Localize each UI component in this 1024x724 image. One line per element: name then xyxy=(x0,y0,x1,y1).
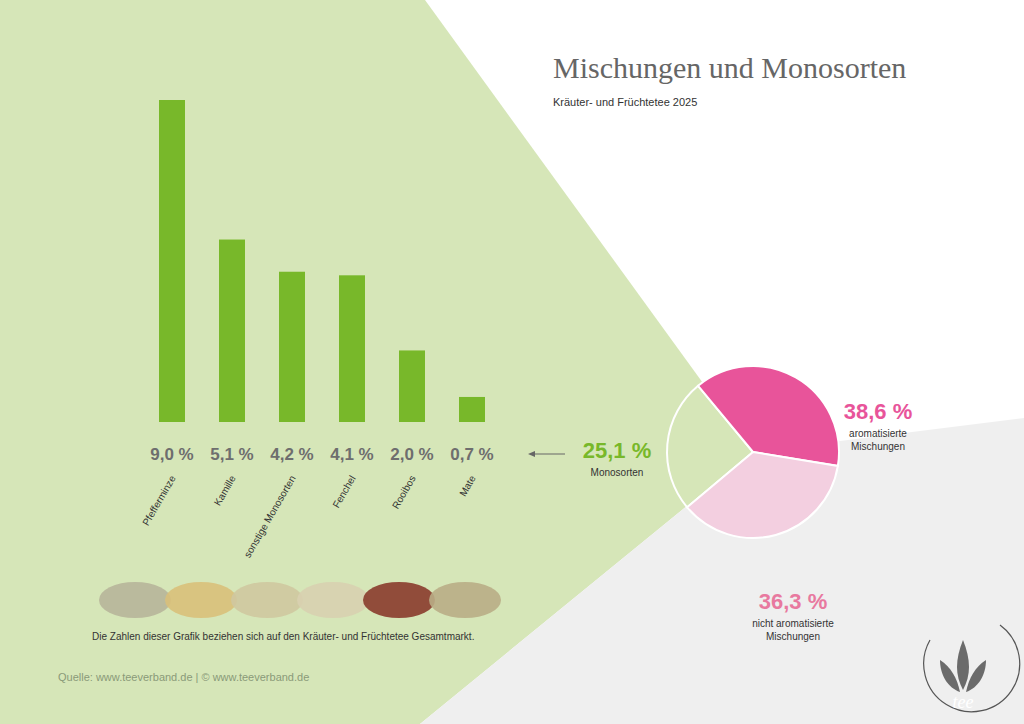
subtitle: Kräuter- und Früchtetee 2025 xyxy=(553,96,697,108)
bars xyxy=(159,100,485,422)
footnote: Die Zahlen dieser Grafik beziehen sich a… xyxy=(92,631,474,642)
herb-pile xyxy=(165,582,237,618)
bar xyxy=(219,240,245,422)
bar xyxy=(279,272,305,422)
category-label: Pfefferminze xyxy=(140,473,178,527)
logo-leaf xyxy=(957,640,969,690)
logo-leaf xyxy=(940,660,960,692)
data-label: 5,1 % xyxy=(210,445,253,464)
category-label: Kamille xyxy=(212,473,238,507)
pie-value-label: 38,6 % xyxy=(844,399,913,424)
bar xyxy=(459,397,485,422)
bar xyxy=(339,275,365,422)
herb-pile xyxy=(99,582,171,618)
pie-category-label: Monosorten xyxy=(591,467,644,478)
pie-category-label: aromatisierteMischungen xyxy=(849,428,907,452)
category-label: Rooibos xyxy=(390,474,418,511)
herb-pile xyxy=(429,582,501,618)
data-label: 4,1 % xyxy=(330,445,373,464)
data-label: 9,0 % xyxy=(150,445,193,464)
herb-pile xyxy=(297,582,369,618)
arrow-head xyxy=(528,451,535,457)
pie-slice xyxy=(687,452,838,538)
data-label: 4,2 % xyxy=(270,445,313,464)
pie-slice xyxy=(698,366,839,466)
data-label: 2,0 % xyxy=(390,445,433,464)
data-label: 0,7 % xyxy=(450,445,493,464)
source: Quelle: www.teeverband.de | © www.teever… xyxy=(58,671,309,683)
logo-arc xyxy=(924,625,1020,712)
arrow-line xyxy=(532,454,565,455)
logo-leaf xyxy=(966,660,986,692)
bar xyxy=(399,350,425,422)
pie-category-label: nicht aromatisierteMischungen xyxy=(752,618,834,642)
bar xyxy=(159,100,185,422)
pie-value-label: 25,1 % xyxy=(583,438,652,463)
category-label: Fenchel xyxy=(330,474,357,510)
herb-pile xyxy=(231,582,303,618)
pie-value-label: 36,3 % xyxy=(759,589,828,614)
category-label: Mate xyxy=(457,473,478,498)
logo: tee xyxy=(924,625,1020,712)
title: Mischungen und Monosorten xyxy=(553,51,906,84)
chart-canvas: Mischungen und Monosorten Kräuter- und Fr… xyxy=(0,0,1024,724)
herb-pile xyxy=(363,582,435,618)
logo-text: tee xyxy=(953,692,974,712)
category-label: sonstige Monosorten xyxy=(242,474,298,560)
